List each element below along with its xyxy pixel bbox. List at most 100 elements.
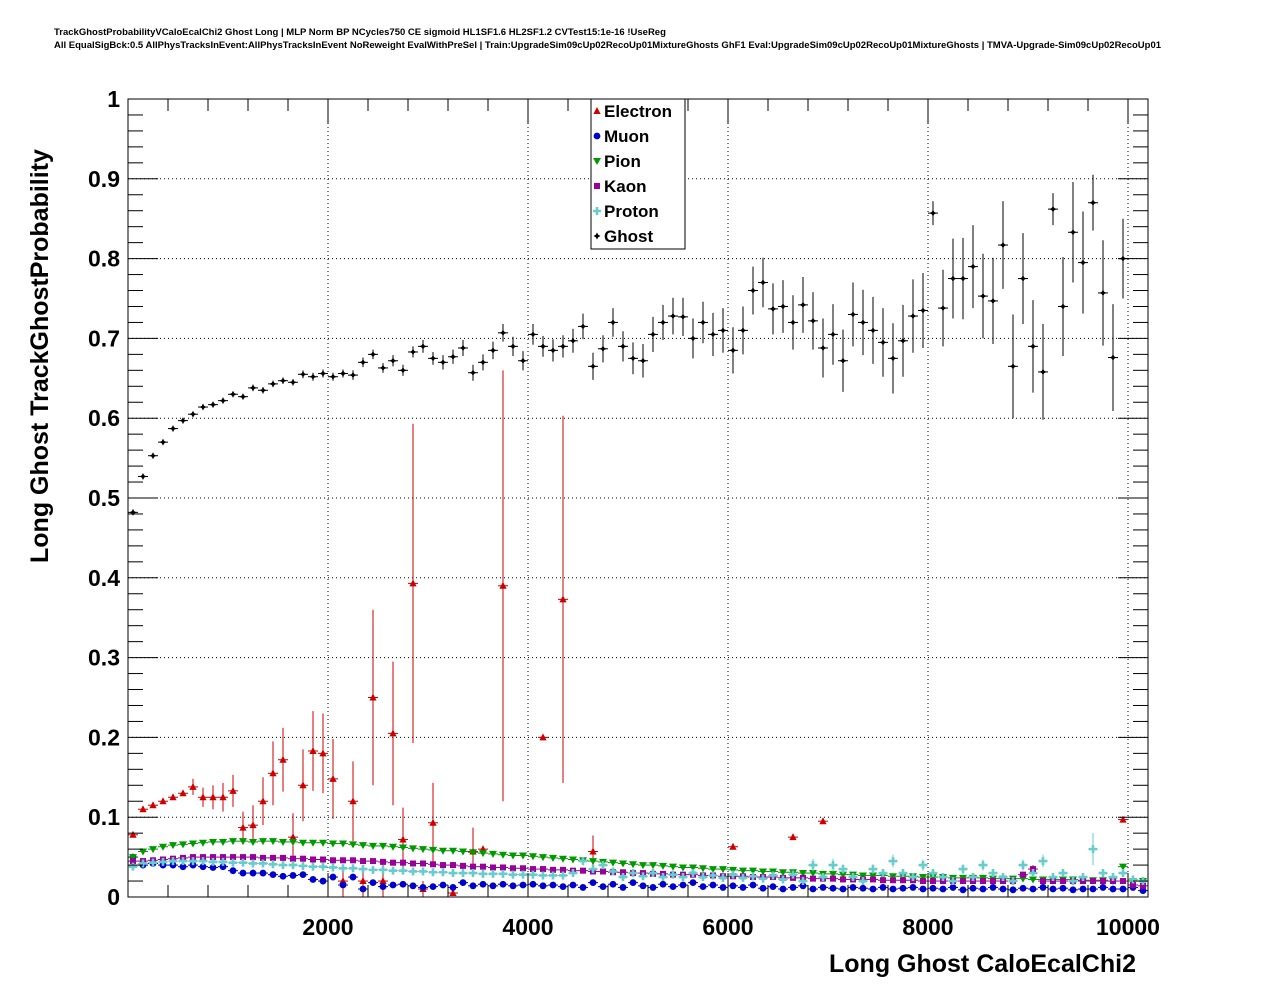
data-point	[879, 338, 887, 346]
data-point	[360, 858, 366, 865]
data-point	[449, 869, 458, 878]
data-point	[449, 889, 457, 897]
data-point	[480, 863, 486, 870]
data-point	[839, 885, 847, 893]
data-point	[1089, 199, 1097, 207]
x-tick-label: 10000	[1096, 914, 1160, 940]
data-point	[859, 884, 867, 892]
data-point	[929, 209, 937, 217]
data-point	[999, 885, 1007, 893]
data-point	[199, 403, 207, 411]
data-point	[549, 346, 557, 354]
data-point	[560, 866, 566, 873]
data-point	[809, 870, 817, 878]
y-tick-label: 0.8	[88, 246, 120, 272]
data-point	[519, 852, 527, 860]
legend-marker-proton	[593, 207, 601, 215]
data-point	[900, 877, 906, 884]
data-point	[589, 865, 597, 874]
data-point	[539, 854, 547, 862]
data-point	[699, 873, 707, 882]
data-point	[139, 472, 147, 480]
data-point	[1079, 873, 1087, 882]
y-tick-label: 0	[107, 884, 120, 910]
data-point	[379, 883, 387, 891]
data-point	[949, 884, 957, 891]
x-tick-label: 2000	[302, 914, 353, 940]
data-point	[929, 874, 937, 882]
data-point	[329, 774, 337, 782]
data-point	[759, 884, 767, 892]
data-point	[819, 873, 827, 882]
data-point	[209, 401, 217, 409]
data-point	[1089, 845, 1097, 854]
data-point	[539, 882, 547, 890]
data-point	[569, 337, 577, 345]
data-point	[759, 868, 767, 876]
data-point	[559, 595, 567, 603]
data-point	[199, 793, 207, 801]
data-point	[1049, 205, 1057, 213]
data-point	[529, 853, 537, 861]
data-point	[1099, 869, 1107, 878]
y-tick-label: 1	[107, 86, 120, 112]
data-point	[399, 835, 407, 843]
data-point	[430, 861, 436, 868]
data-point	[299, 839, 307, 847]
data-point	[420, 860, 426, 867]
data-point	[739, 884, 747, 891]
data-point	[749, 881, 757, 889]
data-point	[219, 857, 227, 866]
data-point	[1120, 878, 1126, 885]
data-point	[139, 859, 147, 868]
y-tick-label: 0.1	[88, 804, 120, 830]
data-point	[1069, 886, 1077, 894]
data-point	[699, 883, 707, 891]
data-point	[359, 865, 368, 874]
data-point	[789, 833, 797, 841]
data-point	[959, 865, 967, 874]
data-point	[779, 869, 787, 877]
data-point	[329, 373, 337, 381]
data-point	[339, 881, 347, 889]
data-point	[749, 287, 757, 295]
data-point	[1039, 857, 1047, 866]
chart-title-line-1: TrackGhostProbabilityVCaloEcalChi2 Ghost…	[54, 27, 666, 38]
data-point	[349, 371, 357, 379]
series-electron	[128, 370, 1128, 897]
data-point	[1059, 869, 1067, 878]
y-tick-label: 0.4	[88, 565, 120, 591]
data-point	[689, 869, 697, 878]
data-point	[899, 884, 907, 892]
data-point	[919, 874, 927, 882]
data-point	[1069, 877, 1077, 886]
data-point	[699, 318, 707, 326]
data-point	[629, 869, 637, 878]
data-point	[930, 878, 936, 885]
data-point	[349, 797, 357, 805]
data-point	[249, 821, 257, 829]
data-point	[259, 859, 268, 868]
axis-ticks	[127, 98, 1148, 898]
data-point	[399, 366, 407, 374]
data-point	[489, 869, 498, 878]
data-point	[469, 369, 477, 377]
data-point	[679, 881, 687, 889]
data-point	[419, 884, 427, 891]
data-point	[1029, 342, 1037, 350]
data-point	[439, 881, 447, 889]
data-point	[889, 857, 897, 866]
data-point	[289, 838, 297, 846]
data-point	[239, 823, 247, 831]
y-tick-label: 0.7	[88, 325, 120, 351]
data-point	[679, 313, 687, 321]
data-point	[649, 869, 657, 878]
legend-marker-pion	[593, 158, 601, 165]
data-point	[319, 749, 327, 757]
data-point	[399, 866, 408, 875]
data-point	[320, 856, 326, 863]
data-point	[1109, 873, 1117, 882]
data-point	[459, 344, 467, 352]
data-point	[219, 397, 227, 405]
